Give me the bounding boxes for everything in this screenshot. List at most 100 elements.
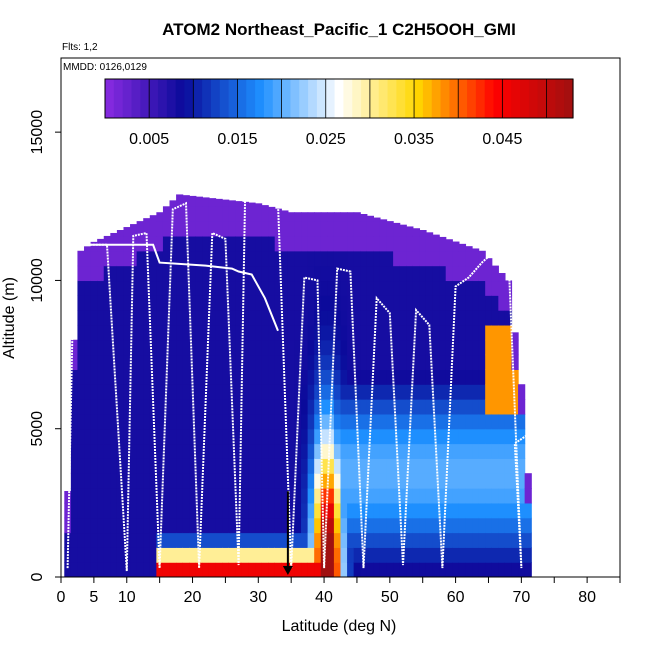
- heatmap-cell: [281, 517, 289, 534]
- heatmap-cell: [320, 354, 328, 370]
- heatmap-cell: [333, 502, 342, 519]
- heatmap-cell: [419, 384, 427, 400]
- heatmap-cell: [189, 195, 197, 207]
- colorbar-swatch: [157, 79, 168, 118]
- heatmap-cell: [202, 339, 210, 356]
- heatmap-cell: [110, 280, 118, 296]
- heatmap-cell: [241, 428, 250, 445]
- heatmap-cell: [281, 280, 289, 296]
- heatmap-cell: [77, 413, 85, 430]
- heatmap-cell: [84, 324, 92, 341]
- heatmap-cell: [103, 458, 111, 474]
- heatmap-cell: [320, 502, 328, 519]
- heatmap-cell: [215, 265, 223, 282]
- plot-area: [60, 57, 621, 578]
- heatmap-cell: [281, 310, 289, 326]
- heatmap-cell: [130, 310, 138, 326]
- heatmap-cell: [340, 547, 348, 563]
- heatmap-cell: [347, 221, 355, 237]
- heatmap-cell: [314, 235, 322, 252]
- heatmap-cell: [222, 517, 230, 534]
- heatmap-cell: [261, 354, 269, 370]
- heatmap-cell: [399, 224, 407, 237]
- heatmap-cell: [340, 488, 348, 504]
- heatmap-cell: [294, 280, 302, 296]
- colorbar-frame: [104, 78, 574, 119]
- heatmap-cell: [77, 280, 85, 296]
- heatmap-cell: [366, 354, 374, 370]
- dates-note: MMDD: 0126,0129: [63, 62, 147, 73]
- heatmap-cell: [445, 547, 453, 563]
- heatmap-cell: [511, 502, 519, 519]
- heatmap-cell: [149, 265, 157, 282]
- heatmap-cell: [347, 339, 355, 356]
- heatmap-cell: [103, 547, 111, 563]
- heatmap-cell: [123, 413, 131, 430]
- heatmap-cell: [268, 532, 276, 548]
- heatmap-cell: [182, 547, 190, 563]
- heatmap-cell: [281, 235, 289, 252]
- heatmap-cell: [379, 354, 388, 370]
- heatmap-cell: [228, 488, 236, 504]
- heatmap-cell: [353, 324, 361, 341]
- heatmap-cell: [353, 488, 361, 504]
- heatmap-cell: [162, 458, 171, 474]
- heatmap-cell: [162, 324, 171, 341]
- heatmap-cell: [373, 488, 381, 504]
- heatmap-cell: [90, 265, 98, 282]
- heatmap-cell: [320, 413, 328, 430]
- heatmap-cell: [268, 206, 276, 222]
- heatmap-cell: [241, 280, 250, 296]
- heatmap-cell: [215, 339, 223, 356]
- heatmap-cell: [399, 413, 407, 430]
- heatmap-cell: [261, 265, 269, 282]
- heatmap-cell: [458, 488, 467, 504]
- heatmap-cell: [162, 280, 171, 296]
- heatmap-cell: [491, 547, 499, 563]
- heatmap-cell: [386, 310, 394, 326]
- heatmap-cell: [228, 443, 236, 459]
- heatmap-cell: [70, 369, 79, 385]
- heatmap-cell: [347, 212, 355, 222]
- heatmap-cell: [195, 310, 203, 326]
- heatmap-cell: [268, 547, 276, 563]
- heatmap-cell: [314, 547, 322, 563]
- heatmap-cell: [156, 443, 164, 459]
- heatmap-cell: [340, 473, 348, 489]
- heatmap-cell: [123, 488, 131, 504]
- heatmap-cell: [465, 280, 473, 296]
- heatmap-cell: [162, 488, 171, 504]
- heatmap-cell: [294, 488, 302, 504]
- heatmap-cell: [379, 562, 388, 577]
- heatmap-cell: [156, 428, 164, 445]
- heatmap-cell: [439, 339, 447, 356]
- heatmap-cell: [169, 200, 177, 207]
- heatmap-cell: [84, 369, 92, 385]
- heatmap-cell: [386, 399, 394, 415]
- heatmap-cell: [485, 258, 493, 267]
- heatmap-cell: [307, 221, 315, 237]
- heatmap-cell: [162, 547, 171, 563]
- colorbar-swatch: [299, 79, 309, 118]
- heatmap-cell: [235, 339, 243, 356]
- heatmap-cell: [498, 458, 506, 474]
- heatmap-cell: [301, 399, 309, 415]
- heatmap-cell: [228, 280, 236, 296]
- heatmap-cell: [149, 295, 157, 311]
- heatmap-cell: [366, 562, 374, 577]
- heatmap-cell: [116, 250, 125, 267]
- heatmap-cell: [425, 310, 434, 326]
- heatmap-cell: [182, 195, 190, 207]
- heatmap-cell: [504, 280, 513, 296]
- heatmap-cell: [149, 532, 157, 548]
- heatmap-cell: [274, 250, 282, 267]
- heatmap-cell: [504, 502, 513, 519]
- heatmap-cell: [452, 310, 460, 326]
- heatmap-cell: [379, 473, 388, 489]
- heatmap-cell: [268, 369, 276, 385]
- heatmap-cell: [333, 235, 342, 252]
- heatmap-cell: [472, 562, 480, 577]
- heatmap-cell: [406, 235, 414, 252]
- heatmap-cell: [162, 250, 171, 267]
- heatmap-cell: [320, 517, 328, 534]
